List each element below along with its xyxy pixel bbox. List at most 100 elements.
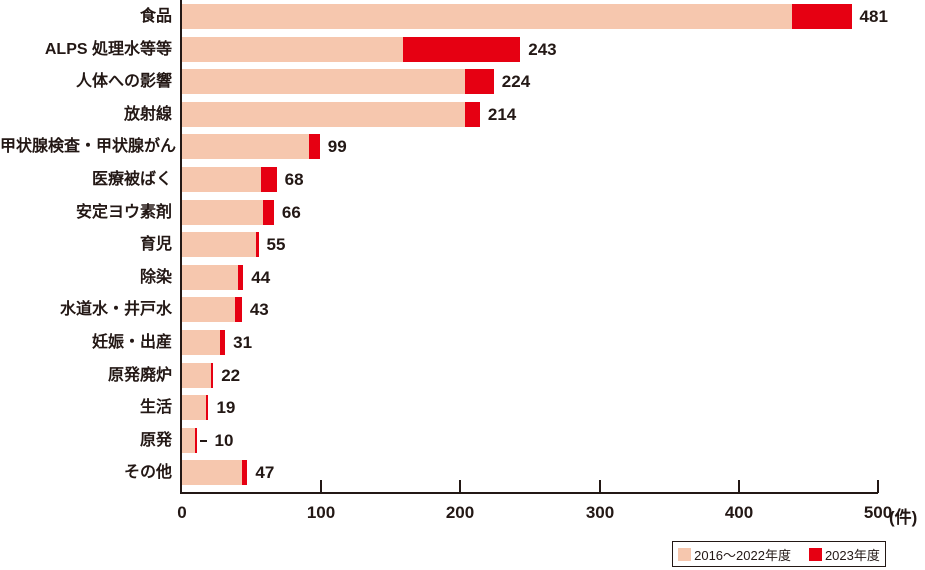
category-label: 人体への影響 [75, 73, 172, 90]
bar-row: 生活 19 [0, 395, 925, 420]
category-label: その他 [123, 464, 172, 481]
value-label: 481 [859, 7, 888, 26]
category-label: 安定ヨウ素剤 [75, 204, 172, 221]
bar-row: その他 47 [0, 460, 925, 485]
x-axis-tick [877, 480, 879, 493]
bar-row: 妊娠・出産 31 [0, 330, 925, 355]
bar-row: 原発 10 [0, 428, 925, 453]
x-axis-tick-label: 200 [445, 503, 475, 522]
legend-label-2016-2022: 2016〜2022年度 [694, 547, 791, 563]
bar-segment-2023 [205, 395, 209, 420]
category-label: 妊娠・出産 [91, 334, 172, 351]
bar-segment-2016-2022 [182, 69, 465, 94]
bar-segment-2016-2022 [182, 37, 404, 62]
bar-row: 甲状腺検査・甲状腺がん 99 [0, 134, 925, 159]
leader-dash [199, 439, 207, 442]
category-label: 原発 [139, 432, 172, 449]
bar-segment-2023 [234, 297, 242, 322]
bar-row: 水道水・井戸水 43 [0, 297, 925, 322]
value-label: 243 [528, 40, 557, 59]
bar-area: 10 [182, 428, 233, 453]
x-axis-tick-label: 500 [863, 503, 893, 522]
bar-segment-2016-2022 [182, 460, 242, 485]
bar-segment-2016-2022 [182, 200, 263, 225]
bar-area: 19 [182, 395, 235, 420]
category-label: 除染 [139, 269, 172, 286]
x-axis-tick [459, 480, 461, 493]
value-label: 99 [327, 137, 347, 156]
bar-segment-2016-2022 [182, 167, 262, 192]
bar-area: 47 [182, 460, 274, 485]
category-label: 育児 [139, 236, 172, 253]
bar-segment-2016-2022 [182, 232, 256, 257]
value-label: 22 [221, 366, 241, 385]
x-axis-tick-label: 0 [177, 503, 187, 522]
x-axis-tick-label: 400 [724, 503, 754, 522]
bar-row: 原発廃炉 22 [0, 363, 925, 388]
bar-area: 99 [182, 134, 347, 159]
bar-segment-2023 [194, 428, 197, 453]
x-axis-tick [738, 480, 740, 493]
bar-segment-2016-2022 [182, 102, 465, 127]
bar-segment-2023 [262, 200, 274, 225]
bar-row: 放射線 214 [0, 102, 925, 127]
bar-row: 医療被ばく 68 [0, 167, 925, 192]
legend-swatch-2023 [808, 547, 822, 561]
bar-area: 43 [182, 297, 269, 322]
value-label: 214 [487, 105, 517, 124]
bar-area: 214 [182, 102, 516, 127]
bar-row: 人体への影響 224 [0, 69, 925, 94]
bar-area: 66 [182, 200, 301, 225]
bar-area: 22 [182, 363, 240, 388]
bar-segment-2023 [403, 37, 521, 62]
bar-segment-2016-2022 [182, 395, 206, 420]
category-label: 医療被ばく [91, 171, 172, 188]
x-axis-line [180, 492, 878, 494]
bar-segment-2023 [791, 4, 852, 29]
x-axis-unit-label: (件) [889, 508, 918, 527]
bar-segment-2023 [261, 167, 277, 192]
bar-area: 243 [182, 37, 557, 62]
bar-area: 481 [182, 4, 888, 29]
value-label: 47 [255, 463, 275, 482]
value-label: 68 [284, 170, 304, 189]
bar-row: 育児 55 [0, 232, 925, 257]
bar-segment-2023 [237, 265, 244, 290]
value-label: 44 [251, 268, 271, 287]
bar-segment-2016-2022 [182, 297, 235, 322]
legend: 2016〜2022年度 2023年度 [672, 541, 886, 567]
x-axis-tick [320, 480, 322, 493]
bar-segment-2023 [219, 330, 226, 355]
category-label: 水道水・井戸水 [59, 301, 172, 318]
legend-swatch-2016-2022 [678, 547, 692, 561]
x-axis-tick [599, 480, 601, 493]
bar-segment-2023 [308, 134, 320, 159]
bar-segment-2016-2022 [182, 363, 212, 388]
bar-segment-2023 [464, 69, 494, 94]
category-label: 原発廃炉 [107, 367, 172, 384]
bar-segment-2023 [241, 460, 248, 485]
value-label: 31 [233, 333, 253, 352]
bar-area: 31 [182, 330, 252, 355]
bar-row: 除染 44 [0, 265, 925, 290]
bar-area: 44 [182, 265, 270, 290]
category-label: 生活 [139, 399, 172, 416]
category-label: 食品 [139, 8, 172, 25]
value-label: 224 [501, 72, 531, 91]
x-axis-tick-label: 100 [306, 503, 336, 522]
category-label: 甲状腺検査・甲状腺がん [0, 138, 177, 155]
bar-row: 食品 481 [0, 4, 925, 29]
legend-label-2023: 2023年度 [824, 547, 880, 563]
value-label: 66 [281, 203, 301, 222]
bar-segment-2016-2022 [182, 428, 195, 453]
legend-item-2016-2022: 2016〜2022年度 [678, 545, 791, 564]
bar-area: 55 [182, 232, 285, 257]
bar-row: ALPS 処理水等等 243 [0, 37, 925, 62]
category-label: ALPS 処理水等等 [44, 41, 172, 58]
value-label: 43 [249, 300, 269, 319]
legend-item-2023: 2023年度 [808, 545, 880, 564]
y-axis-line [180, 0, 182, 494]
bar-area: 224 [182, 69, 530, 94]
value-label: 10 [214, 431, 234, 450]
